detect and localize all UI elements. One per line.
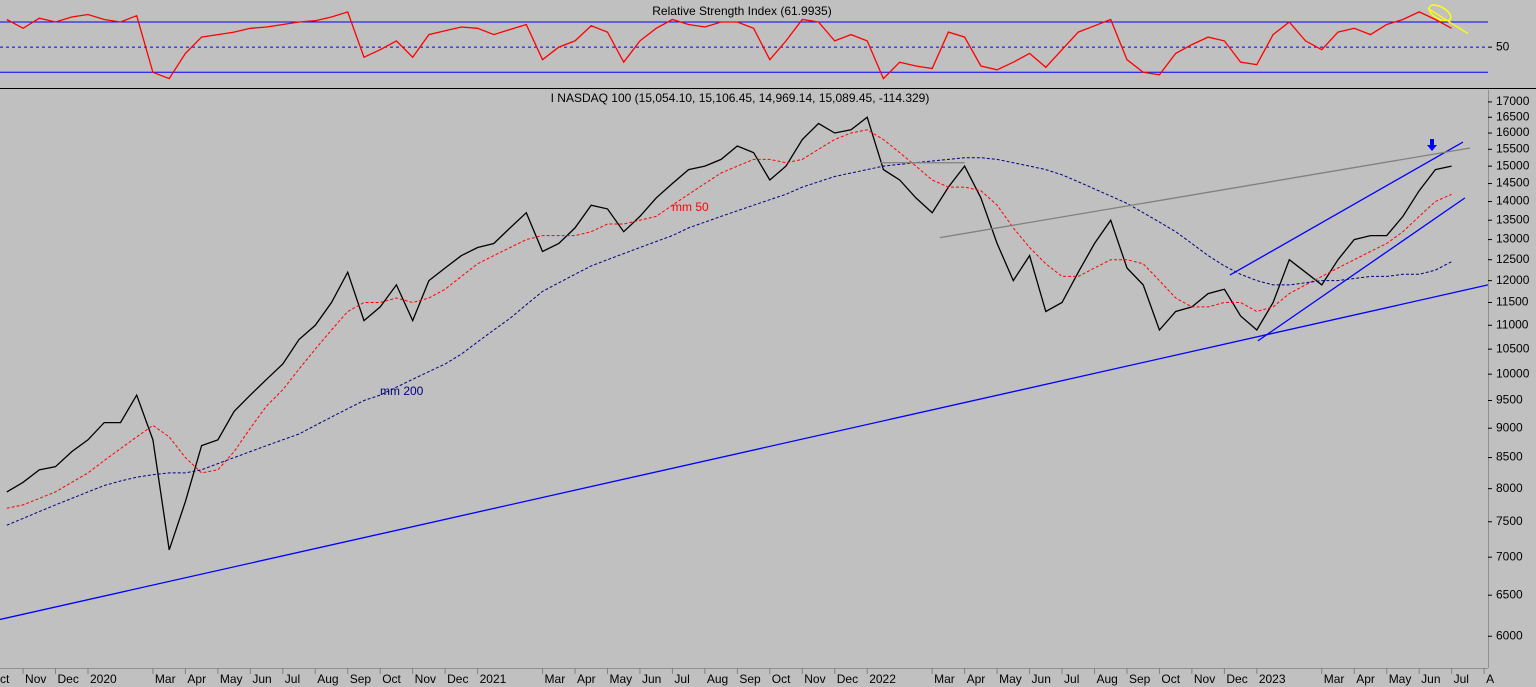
- rsi-highlight: [1428, 4, 1452, 22]
- series-label: mm 200: [380, 384, 424, 398]
- x-tick-label: Jun: [1421, 672, 1440, 686]
- x-tick-label: Apr: [967, 672, 986, 686]
- x-tick-label: Jul: [674, 672, 689, 686]
- x-tick-label: Nov: [1194, 672, 1215, 686]
- x-tick-label: Sep: [350, 672, 372, 686]
- x-tick-label: Dec: [58, 672, 79, 686]
- y-tick-label: 12500: [1496, 252, 1530, 266]
- y-tick-label: 50: [1496, 39, 1510, 53]
- x-tick-label: Sep: [1129, 672, 1151, 686]
- y-tick-label: 8000: [1496, 481, 1523, 495]
- x-tick-label: 2021: [480, 672, 507, 686]
- y-tick-label: 10000: [1496, 366, 1530, 380]
- x-tick-label: Sep: [739, 672, 761, 686]
- signal-arrow: [1427, 139, 1437, 151]
- x-tick-label: ct: [0, 672, 10, 686]
- x-tick-label: May: [220, 672, 243, 686]
- x-tick-label: Nov: [415, 672, 436, 686]
- x-tick-label: Dec: [447, 672, 468, 686]
- x-tick-label: Nov: [804, 672, 825, 686]
- moving-average: [6, 157, 1452, 526]
- x-tick-label: 2023: [1259, 672, 1286, 686]
- trend-line: [0, 284, 1489, 621]
- x-tick-label: 2020: [90, 672, 117, 686]
- x-tick-label: A: [1486, 672, 1494, 686]
- x-tick-label: Dec: [837, 672, 858, 686]
- x-tick-label: Aug: [317, 672, 338, 686]
- x-tick-label: Jun: [1032, 672, 1051, 686]
- y-tick-label: 9000: [1496, 420, 1523, 434]
- y-tick-label: 12000: [1496, 273, 1530, 287]
- x-tick-label: 2022: [869, 672, 896, 686]
- rsi-title: Relative Strength Index (61.9935): [652, 4, 831, 18]
- y-tick-label: 9500: [1496, 393, 1523, 407]
- y-tick-label: 17000: [1496, 94, 1530, 108]
- x-tick-label: Jul: [1064, 672, 1079, 686]
- price-line: [6, 11, 1452, 80]
- y-tick-label: 14500: [1496, 176, 1530, 190]
- x-tick-label: Mar: [1324, 672, 1345, 686]
- y-tick-label: 13500: [1496, 212, 1530, 226]
- x-tick-label: Dec: [1226, 672, 1247, 686]
- x-tick-label: Oct: [1161, 672, 1180, 686]
- x-tick-label: Oct: [772, 672, 791, 686]
- trend-line: [1229, 141, 1464, 276]
- x-tick-label: Aug: [707, 672, 728, 686]
- x-tick-label: May: [999, 672, 1022, 686]
- x-tick-label: Jul: [1454, 672, 1469, 686]
- x-tick-label: Nov: [25, 672, 46, 686]
- y-tick-label: 7500: [1496, 514, 1523, 528]
- trend-line: [1257, 197, 1466, 342]
- x-tick-label: Jun: [642, 672, 661, 686]
- y-tick-label: 11500: [1496, 295, 1529, 309]
- x-tick-label: Oct: [382, 672, 401, 686]
- x-tick-label: Aug: [1096, 672, 1117, 686]
- y-tick-label: 7000: [1496, 549, 1523, 563]
- x-tick-label: Jun: [252, 672, 271, 686]
- y-tick-label: 15500: [1496, 141, 1530, 155]
- x-tick-label: May: [1389, 672, 1412, 686]
- y-tick-label: 6000: [1496, 628, 1523, 642]
- y-tick-label: 15000: [1496, 158, 1530, 172]
- series-label: mm 50: [672, 200, 709, 214]
- price-title: I NASDAQ 100 (15,054.10, 15,106.45, 14,9…: [551, 91, 930, 105]
- y-tick-label: 13000: [1496, 232, 1530, 246]
- y-tick-label: 14000: [1496, 194, 1530, 208]
- y-tick-label: 10500: [1496, 341, 1530, 355]
- trend-line: [1427, 7, 1469, 35]
- x-tick-label: Mar: [155, 672, 176, 686]
- trend-line: [939, 147, 1471, 239]
- y-tick-label: 8500: [1496, 450, 1523, 464]
- moving-average: [6, 129, 1452, 509]
- x-tick-label: Jul: [285, 672, 300, 686]
- y-tick-label: 11000: [1496, 317, 1529, 331]
- price-line: [6, 116, 1452, 551]
- y-tick-label: 6500: [1496, 587, 1523, 601]
- x-tick-label: Mar: [934, 672, 955, 686]
- x-tick-label: Apr: [1356, 672, 1375, 686]
- x-tick-label: May: [609, 672, 632, 686]
- x-tick-label: Apr: [577, 672, 596, 686]
- y-tick-label: 16000: [1496, 125, 1530, 139]
- y-tick-label: 16500: [1496, 109, 1530, 123]
- x-tick-label: Apr: [187, 672, 206, 686]
- x-tick-label: Mar: [545, 672, 566, 686]
